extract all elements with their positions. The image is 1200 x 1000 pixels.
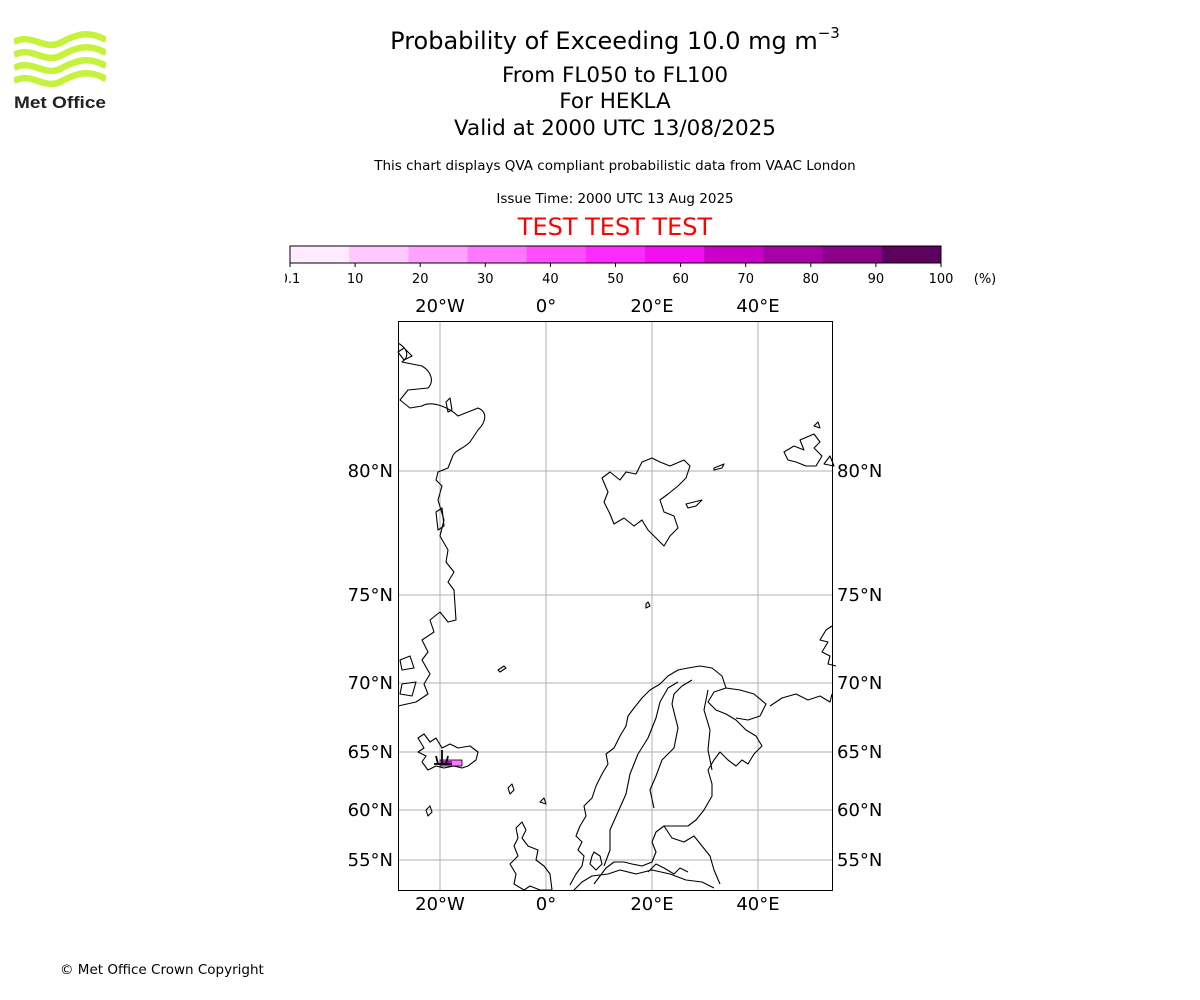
coastline-continent: [573, 869, 715, 891]
coastline-kola: [725, 687, 767, 721]
colorbar-swatch: [585, 246, 646, 263]
coastline-greenland-islands: [399, 397, 453, 697]
coastline-greenland-north: [397, 347, 413, 361]
chart-description: This chart displays QVA compliant probab…: [374, 158, 856, 174]
coastlines: [397, 342, 837, 891]
colorbar-swatches: [290, 246, 942, 263]
longitude-label: 20°W: [415, 894, 465, 915]
coastline-iceland: [417, 733, 479, 771]
volcano-name: For HEKLA: [559, 89, 671, 114]
latitude-label: 65°N: [348, 742, 393, 763]
longitude-label: 40°E: [736, 894, 779, 915]
colorbar-tick-label: 60: [672, 272, 689, 287]
logo-waves-icon: [14, 31, 106, 88]
latitude-label: 55°N: [348, 850, 393, 871]
met-office-logo: Met Office: [14, 31, 106, 112]
colorbar-tick-label: 10: [347, 272, 364, 287]
coastline-white-sea: [769, 693, 833, 707]
colorbar-tick-label: 80: [803, 272, 820, 287]
colorbar-swatch: [881, 246, 942, 263]
ash-probability-area: [439, 759, 463, 767]
volcano-marker: [434, 750, 452, 765]
issue-time: Issue Time: 2000 UTC 13 Aug 2025: [496, 191, 734, 207]
copyright-notice: © Met Office Crown Copyright: [60, 962, 264, 978]
colorbar-tick-label: 30: [477, 272, 494, 287]
border-norway-sweden: [603, 681, 679, 867]
longitude-label: 20°W: [415, 296, 465, 317]
logo-text: Met Office: [14, 93, 106, 112]
coastline-gulf-of-bothnia: [647, 863, 689, 875]
colorbar-tick-label: 0.1: [285, 272, 300, 287]
latitude-label: 75°N: [837, 585, 882, 606]
flight-level-range: From FL050 to FL100: [501, 63, 729, 88]
latitude-labels-right: 80°N 75°N 70°N 65°N 60°N 55°N: [837, 461, 882, 871]
valid-time: Valid at 2000 UTC 13/08/2025: [453, 116, 776, 141]
coastline-greenland: [397, 342, 486, 707]
colorbar-tick-label: 70: [737, 272, 754, 287]
coastline-svalbard-east: [685, 463, 725, 509]
colorbar-unit: (%): [974, 272, 997, 287]
chart-title-superscript: −3: [817, 24, 840, 42]
latitude-label: 60°N: [348, 800, 393, 821]
colorbar-ticks: 0.1 10 20 30 40 50 60 70 80 90 100: [285, 263, 953, 287]
colorbar-tick-label: 20: [412, 272, 429, 287]
chart-title-text: Probability of Exceeding 10.0 mg m: [390, 27, 818, 55]
latitude-label: 70°N: [837, 673, 882, 694]
colorbar-swatch: [467, 246, 528, 263]
colorbar-swatch: [645, 246, 705, 263]
longitude-labels-top: 20°W 0° 20°E 40°E: [415, 296, 779, 317]
test-banner: TEST TEST TEST: [517, 213, 713, 241]
colorbar-swatch: [822, 246, 883, 263]
colorbar-swatch: [408, 246, 469, 263]
latitude-label: 55°N: [837, 850, 882, 871]
colorbar-tick-label: 50: [607, 272, 624, 287]
colorbar-tick-label: 40: [542, 272, 559, 287]
chart-title: Probability of Exceeding 10.0 mg m−3: [0, 24, 1200, 55]
colorbar-swatch: [526, 246, 587, 263]
coastline-baltic-states: [663, 825, 721, 885]
ash-probability-map: 20°W 0° 20°E 40°E 20°W 0° 20°E 40°E 80°N 75°N 70…: [348, 296, 883, 915]
longitude-label: 0°: [536, 894, 556, 915]
longitude-label: 20°E: [630, 296, 673, 317]
logo-wave-4: [14, 70, 106, 88]
latitude-labels-left: 80°N 75°N 70°N 65°N 60°N 55°N: [348, 461, 393, 871]
latitude-label: 70°N: [348, 673, 393, 694]
probability-colorbar: 0.1 10 20 30 40 50 60 70 80 90 100 (%): [285, 245, 997, 287]
longitude-label: 40°E: [736, 296, 779, 317]
coastline-jan-mayen: [497, 665, 507, 673]
colorbar-swatch: [763, 246, 824, 263]
colorbar-tick-label: 100: [929, 272, 954, 287]
latitude-label: 75°N: [348, 585, 393, 606]
coastline-faroe: [425, 805, 433, 817]
map-frame: [398, 321, 833, 891]
longitude-label: 0°: [536, 296, 556, 317]
logo-wave-2: [14, 44, 106, 62]
latitude-label: 80°N: [348, 461, 393, 482]
coastline-novaya-zemlya: [819, 625, 837, 667]
coastline-orkney-shetland: [507, 783, 547, 805]
coastline-denmark: [589, 851, 603, 871]
colorbar-tick-label: 90: [868, 272, 885, 287]
latitude-label: 80°N: [837, 461, 882, 482]
logo-wave-1: [14, 31, 106, 49]
coastline-franz-josef-land: [783, 421, 835, 467]
logo-wave-3: [14, 57, 106, 75]
border-finland-russia: [703, 689, 713, 771]
border-sweden-finland: [649, 679, 693, 809]
coastline-scandinavia: [569, 665, 763, 886]
colorbar-swatch: [349, 246, 409, 263]
colorbar-swatch: [290, 246, 350, 263]
map-gridlines: [398, 321, 833, 891]
longitude-label: 20°E: [630, 894, 673, 915]
latitude-label: 65°N: [837, 742, 882, 763]
coastline-svalbard: [601, 457, 691, 547]
coastline-bear-island: [645, 601, 651, 609]
colorbar-swatch: [704, 246, 764, 263]
longitude-labels-bottom: 20°W 0° 20°E 40°E: [415, 894, 779, 915]
latitude-label: 60°N: [837, 800, 882, 821]
